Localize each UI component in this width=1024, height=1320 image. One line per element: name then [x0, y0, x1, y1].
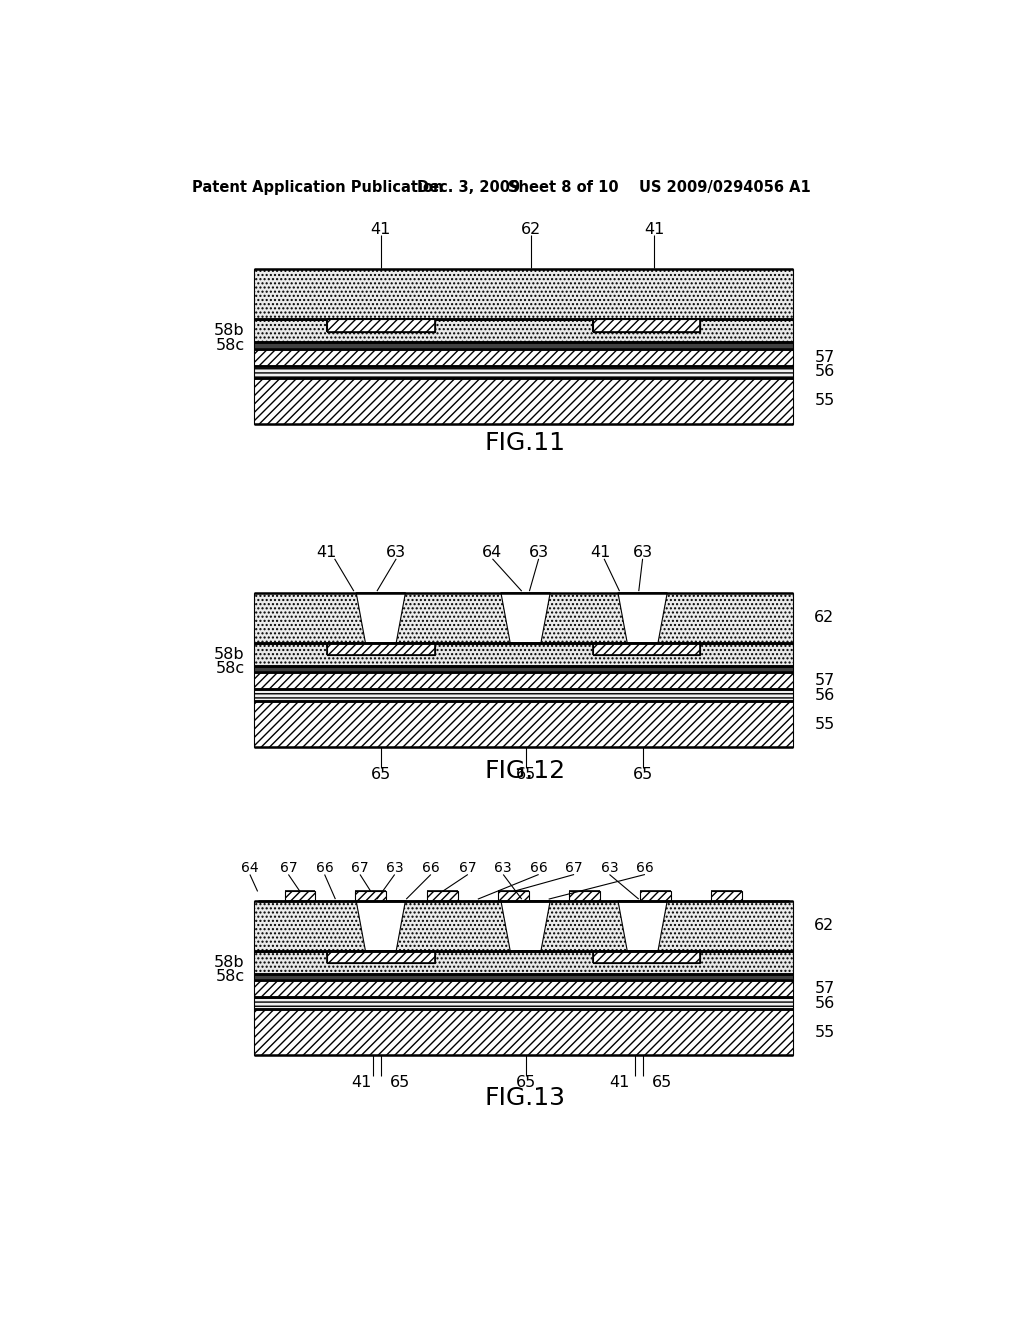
Text: 55: 55 [814, 393, 835, 408]
Polygon shape [356, 900, 406, 950]
Bar [498, 891, 528, 900]
Text: Sheet 8 of 10: Sheet 8 of 10 [508, 180, 618, 195]
Text: 63: 63 [495, 862, 512, 875]
Text: 67: 67 [565, 862, 583, 875]
Text: 67: 67 [351, 862, 369, 875]
Text: 62: 62 [521, 222, 541, 236]
Text: 55: 55 [814, 1024, 835, 1040]
Bar [254, 342, 793, 348]
Bar [254, 900, 793, 950]
Text: 66: 66 [315, 862, 334, 875]
Text: 57: 57 [814, 350, 835, 364]
Bar [569, 891, 600, 900]
Text: FIG.13: FIG.13 [484, 1086, 565, 1110]
Bar [593, 319, 700, 331]
Bar [254, 1010, 793, 1056]
Text: 58b: 58b [214, 954, 245, 970]
Text: 58b: 58b [214, 323, 245, 338]
Bar [254, 974, 793, 979]
Text: 66: 66 [422, 862, 439, 875]
Text: 65: 65 [515, 767, 536, 781]
Text: 63: 63 [386, 862, 403, 875]
Bar [327, 319, 435, 331]
Bar [254, 979, 793, 997]
Text: 65: 65 [633, 767, 652, 781]
Text: 65: 65 [390, 1074, 411, 1090]
Polygon shape [617, 593, 668, 643]
Bar [327, 643, 435, 655]
Text: 41: 41 [609, 1074, 630, 1090]
Bar [254, 269, 793, 319]
Text: 58c: 58c [215, 338, 245, 352]
Text: Dec. 3, 2009: Dec. 3, 2009 [417, 180, 520, 195]
Bar [285, 891, 315, 900]
Bar [593, 643, 700, 655]
Bar [254, 672, 793, 689]
Text: 58c: 58c [215, 661, 245, 676]
Bar [327, 950, 435, 964]
Text: 41: 41 [351, 1074, 372, 1090]
Text: 58c: 58c [215, 969, 245, 985]
Text: 63: 63 [528, 545, 549, 560]
Text: 41: 41 [371, 222, 391, 236]
Text: FIG.11: FIG.11 [484, 432, 565, 455]
Polygon shape [356, 593, 406, 643]
Polygon shape [501, 900, 550, 950]
Text: 64: 64 [482, 545, 503, 560]
Bar [254, 701, 793, 747]
Bar [254, 665, 793, 672]
Text: 58b: 58b [214, 647, 245, 661]
Text: 56: 56 [814, 364, 835, 379]
Text: 64: 64 [241, 862, 259, 875]
Bar [254, 643, 793, 665]
Text: 66: 66 [636, 862, 653, 875]
Polygon shape [501, 593, 550, 643]
Bar [327, 319, 435, 331]
Text: 56: 56 [814, 688, 835, 702]
Bar [254, 997, 793, 1010]
Text: US 2009/0294056 A1: US 2009/0294056 A1 [639, 180, 811, 195]
Text: 57: 57 [814, 673, 835, 688]
Text: FIG.12: FIG.12 [484, 759, 565, 783]
Bar [711, 891, 742, 900]
Bar [254, 348, 793, 366]
Text: 63: 63 [386, 545, 407, 560]
Bar [254, 378, 793, 424]
Text: 63: 63 [633, 545, 652, 560]
Text: 65: 65 [651, 1074, 672, 1090]
Bar [593, 319, 700, 331]
Bar [640, 891, 671, 900]
Bar [254, 593, 793, 643]
Bar [427, 891, 458, 900]
Text: 63: 63 [601, 862, 618, 875]
Text: 62: 62 [814, 610, 835, 626]
Text: 55: 55 [814, 717, 835, 731]
Bar [254, 366, 793, 378]
Text: 65: 65 [515, 1074, 536, 1090]
Text: 41: 41 [590, 545, 610, 560]
Text: 41: 41 [316, 545, 337, 560]
Text: 67: 67 [459, 862, 476, 875]
Bar [254, 950, 793, 974]
Text: 56: 56 [814, 995, 835, 1011]
Text: 66: 66 [529, 862, 548, 875]
Text: 57: 57 [814, 981, 835, 997]
Text: Patent Application Publication: Patent Application Publication [193, 180, 443, 195]
Bar [254, 689, 793, 701]
Text: 41: 41 [644, 222, 665, 236]
Bar [355, 891, 386, 900]
Text: 67: 67 [280, 862, 297, 875]
Bar [254, 319, 793, 342]
Text: 62: 62 [814, 919, 835, 933]
Bar [593, 950, 700, 964]
Polygon shape [617, 900, 668, 950]
Text: 65: 65 [371, 767, 391, 781]
